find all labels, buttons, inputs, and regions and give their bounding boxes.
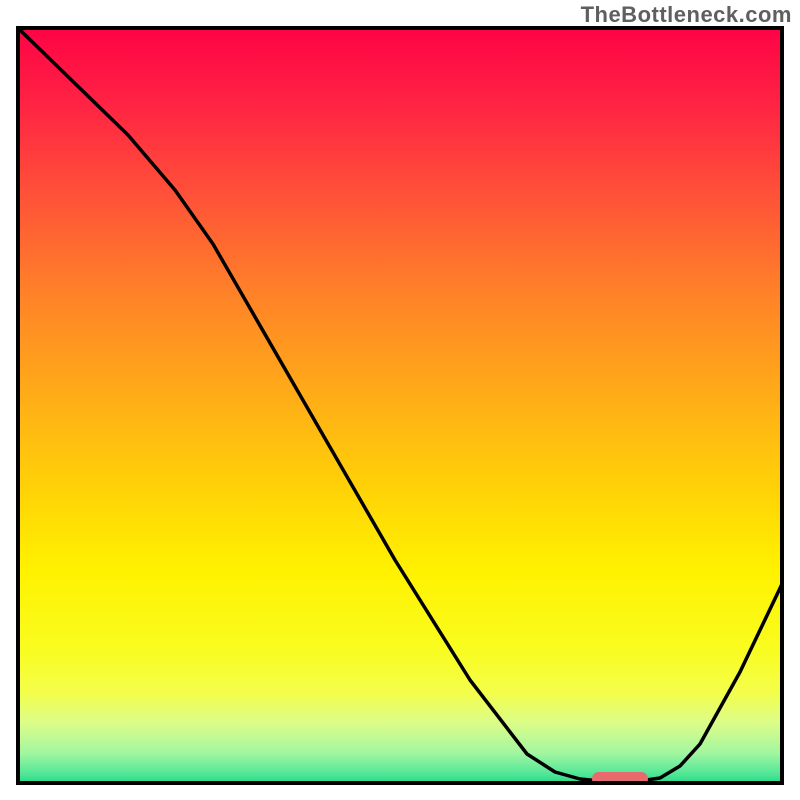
watermark-text: TheBottleneck.com bbox=[581, 2, 792, 28]
bottleneck-chart bbox=[0, 0, 800, 800]
chart-container: TheBottleneck.com bbox=[0, 0, 800, 800]
